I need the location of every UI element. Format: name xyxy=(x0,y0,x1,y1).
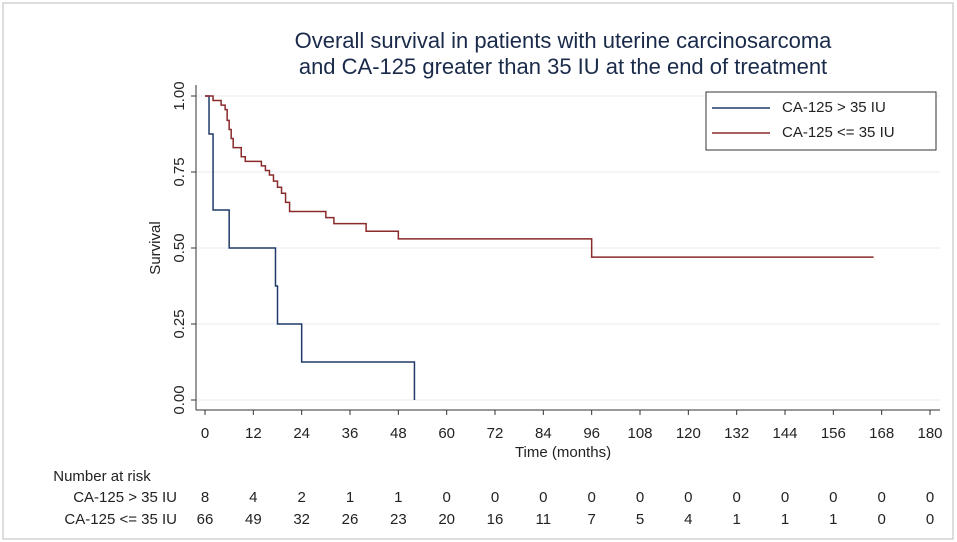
risk-value: 0 xyxy=(926,511,934,528)
risk-value: 0 xyxy=(732,489,740,506)
risk-value: 0 xyxy=(877,489,885,506)
risk-row-label: CA-125 > 35 IU xyxy=(73,489,177,506)
x-tick-label: 144 xyxy=(772,425,797,442)
risk-value: 0 xyxy=(781,489,789,506)
risk-value: 0 xyxy=(636,489,644,506)
risk-value: 32 xyxy=(293,511,310,528)
risk-value: 0 xyxy=(587,489,595,506)
x-axis-label: Time (months) xyxy=(515,444,611,461)
risk-value: 1 xyxy=(346,489,354,506)
x-tick-label: 156 xyxy=(821,425,846,442)
x-tick-label: 72 xyxy=(487,425,504,442)
x-tick-label: 12 xyxy=(245,425,262,442)
risk-value: 0 xyxy=(491,489,499,506)
chart-title: and CA-125 greater than 35 IU at the end… xyxy=(299,54,827,79)
y-tick-label: 0.75 xyxy=(171,157,188,186)
risk-value: 16 xyxy=(487,511,504,528)
risk-value: 1 xyxy=(781,511,789,528)
risk-value: 66 xyxy=(197,511,214,528)
risk-value: 1 xyxy=(732,511,740,528)
survival-line xyxy=(205,95,874,258)
risk-value: 0 xyxy=(926,489,934,506)
x-tick-label: 168 xyxy=(869,425,894,442)
x-tick-label: 0 xyxy=(201,425,209,442)
risk-value: 0 xyxy=(684,489,692,506)
risk-table-title: Number at risk xyxy=(53,468,151,485)
risk-value: 20 xyxy=(438,511,455,528)
risk-value: 7 xyxy=(587,511,595,528)
x-tick-label: 108 xyxy=(627,425,652,442)
risk-value: 0 xyxy=(539,489,547,506)
risk-value: 4 xyxy=(249,489,257,506)
risk-value: 0 xyxy=(877,511,885,528)
risk-value: 4 xyxy=(684,511,692,528)
legend-box xyxy=(705,91,937,151)
survival-line xyxy=(205,95,416,400)
risk-value: 26 xyxy=(342,511,359,528)
x-tick-label: 180 xyxy=(917,425,942,442)
legend-label: CA-125 <= 35 IU xyxy=(782,124,895,141)
risk-value: 1 xyxy=(394,489,402,506)
y-axis-label: Survival xyxy=(147,221,164,274)
y-tick-label: 0.00 xyxy=(171,385,188,414)
risk-value: 49 xyxy=(245,511,262,528)
risk-value: 2 xyxy=(297,489,305,506)
x-tick-label: 60 xyxy=(438,425,455,442)
risk-value: 23 xyxy=(390,511,407,528)
risk-value: 5 xyxy=(636,511,644,528)
x-tick-label: 84 xyxy=(535,425,552,442)
y-tick-label: 0.25 xyxy=(171,309,188,338)
y-tick-label: 0.50 xyxy=(171,233,188,262)
x-tick-label: 48 xyxy=(390,425,407,442)
x-tick-label: 24 xyxy=(293,425,310,442)
risk-value: 0 xyxy=(442,489,450,506)
y-tick-label: 1.00 xyxy=(171,81,188,110)
risk-value: 0 xyxy=(829,489,837,506)
risk-value: 8 xyxy=(201,489,209,506)
x-tick-label: 132 xyxy=(724,425,749,442)
legend-label: CA-125 > 35 IU xyxy=(782,99,886,116)
x-tick-label: 36 xyxy=(342,425,359,442)
risk-row-label: CA-125 <= 35 IU xyxy=(64,511,177,528)
x-tick-label: 120 xyxy=(676,425,701,442)
chart-title: Overall survival in patients with uterin… xyxy=(295,28,833,53)
risk-value: 1 xyxy=(829,511,837,528)
x-tick-label: 96 xyxy=(583,425,600,442)
risk-value: 11 xyxy=(536,511,552,528)
